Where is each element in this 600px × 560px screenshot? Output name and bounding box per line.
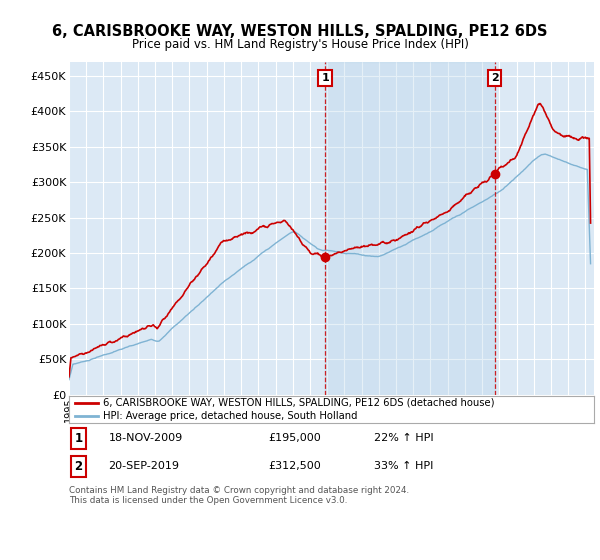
Text: 6, CARISBROOKE WAY, WESTON HILLS, SPALDING, PE12 6DS (detached house): 6, CARISBROOKE WAY, WESTON HILLS, SPALDI… xyxy=(103,398,494,408)
Text: £195,000: £195,000 xyxy=(269,433,321,444)
Text: 20-SEP-2019: 20-SEP-2019 xyxy=(109,461,179,472)
Text: 6, CARISBROOKE WAY, WESTON HILLS, SPALDING, PE12 6DS: 6, CARISBROOKE WAY, WESTON HILLS, SPALDI… xyxy=(52,24,548,39)
Text: Contains HM Land Registry data © Crown copyright and database right 2024.
This d: Contains HM Land Registry data © Crown c… xyxy=(69,486,409,506)
Text: Price paid vs. HM Land Registry's House Price Index (HPI): Price paid vs. HM Land Registry's House … xyxy=(131,38,469,51)
Text: 18-NOV-2009: 18-NOV-2009 xyxy=(109,433,182,444)
Text: 33% ↑ HPI: 33% ↑ HPI xyxy=(373,461,433,472)
Text: £312,500: £312,500 xyxy=(269,461,321,472)
Text: 2: 2 xyxy=(74,460,83,473)
Text: 1: 1 xyxy=(74,432,83,445)
Text: 1: 1 xyxy=(321,73,329,83)
Text: 22% ↑ HPI: 22% ↑ HPI xyxy=(373,433,433,444)
Text: HPI: Average price, detached house, South Holland: HPI: Average price, detached house, Sout… xyxy=(103,411,358,421)
Bar xyxy=(325,62,494,395)
Text: 2: 2 xyxy=(491,73,499,83)
